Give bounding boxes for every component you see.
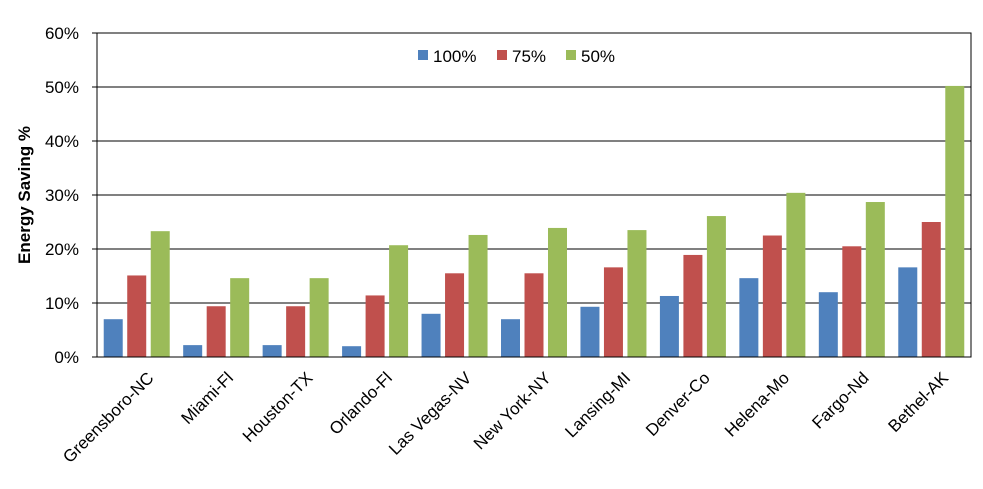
x-axis-ticks: Greensboro-NC Miami-Fl Houston-TX Orlando-F… bbox=[59, 368, 952, 467]
x-tick-label: Lansing-MI bbox=[561, 368, 634, 441]
bar-50%-Las Vegas-NV bbox=[468, 234, 488, 357]
bar-100%-Houston-TX bbox=[262, 345, 282, 357]
y-tick-label: 50% bbox=[45, 78, 79, 97]
gridlines bbox=[97, 86, 971, 304]
bar-50%-Bethel-AK bbox=[945, 85, 965, 358]
bar-50%-Denver-Co bbox=[706, 216, 726, 357]
bar-75%-Miami-Fl bbox=[206, 306, 226, 357]
bar-75%-Fargo-Nd bbox=[842, 246, 862, 357]
bar-75%-Helena-Mo bbox=[762, 235, 782, 357]
legend-label: 100% bbox=[433, 47, 476, 66]
bar-100%-Denver-Co bbox=[659, 295, 679, 357]
bar-100%-Miami-Fl bbox=[183, 345, 203, 357]
bar-50%-Lansing-MI bbox=[627, 230, 647, 357]
x-tick-label: Houston-TX bbox=[239, 368, 317, 446]
bars bbox=[103, 85, 965, 358]
y-tick-label: 30% bbox=[45, 186, 79, 205]
x-tick-label: Helena-Mo bbox=[721, 368, 793, 440]
bar-75%-Denver-Co bbox=[683, 254, 703, 357]
legend-swatch bbox=[418, 50, 428, 60]
x-tick-label: Miami-Fl bbox=[178, 368, 238, 428]
bar-75%-Las Vegas-NV bbox=[445, 273, 465, 357]
x-tick-label: Bethel-AK bbox=[885, 368, 953, 436]
bar-50%-Houston-TX bbox=[309, 278, 329, 357]
bar-75%-New York-NY bbox=[524, 273, 544, 357]
bar-100%-New York-NY bbox=[501, 319, 520, 357]
y-axis-ticks: 0% 10% 20% 30% 40% 50% 60% bbox=[45, 24, 97, 367]
bar-100%-Greensboro-NC bbox=[103, 319, 123, 357]
bar-100%-Helena-Mo bbox=[739, 278, 759, 357]
bar-100%-Fargo-Nd bbox=[818, 292, 838, 357]
bar-75%-Bethel-AK bbox=[921, 222, 941, 357]
y-axis-label: Energy Saving % bbox=[15, 126, 34, 264]
x-tick-label: Las Vegas-NV bbox=[385, 368, 476, 459]
y-tick-label: 60% bbox=[45, 24, 79, 43]
y-tick-label: 40% bbox=[45, 132, 79, 151]
bar-50%-Helena-Mo bbox=[786, 192, 806, 357]
bar-50%-Orlando-Fl bbox=[389, 245, 409, 357]
bar-100%-Bethel-AK bbox=[898, 267, 918, 357]
bar-75%-Lansing-MI bbox=[603, 267, 623, 357]
bar-50%-Greensboro-NC bbox=[150, 231, 170, 357]
bar-50%-Miami-Fl bbox=[230, 278, 250, 357]
bar-50%-New York-NY bbox=[548, 227, 567, 357]
x-tick-label: New York-NY bbox=[470, 368, 555, 453]
bar-75%-Greensboro-NC bbox=[127, 275, 147, 357]
bar-100%-Orlando-Fl bbox=[342, 346, 362, 357]
bar-75%-Orlando-Fl bbox=[365, 295, 385, 357]
bar-75%-Houston-TX bbox=[286, 306, 306, 357]
x-tick-label: Fargo-Nd bbox=[808, 368, 872, 432]
bar-50%-Fargo-Nd bbox=[865, 202, 885, 357]
legend: 100% 75% 50% bbox=[418, 47, 615, 66]
y-tick-label: 10% bbox=[45, 294, 79, 313]
legend-swatch bbox=[566, 50, 576, 60]
x-tick-label: Orlando-Fl bbox=[326, 368, 396, 438]
legend-label: 50% bbox=[581, 47, 615, 66]
legend-label: 75% bbox=[512, 47, 546, 66]
bar-100%-Lansing-MI bbox=[580, 306, 600, 357]
bar-100%-Las Vegas-NV bbox=[421, 313, 441, 357]
legend-swatch bbox=[497, 50, 507, 60]
x-tick-label: Denver-Co bbox=[642, 368, 714, 440]
y-tick-label: 20% bbox=[45, 240, 79, 259]
x-tick-label: Greensboro-NC bbox=[59, 368, 157, 466]
y-tick-label: 0% bbox=[54, 348, 79, 367]
